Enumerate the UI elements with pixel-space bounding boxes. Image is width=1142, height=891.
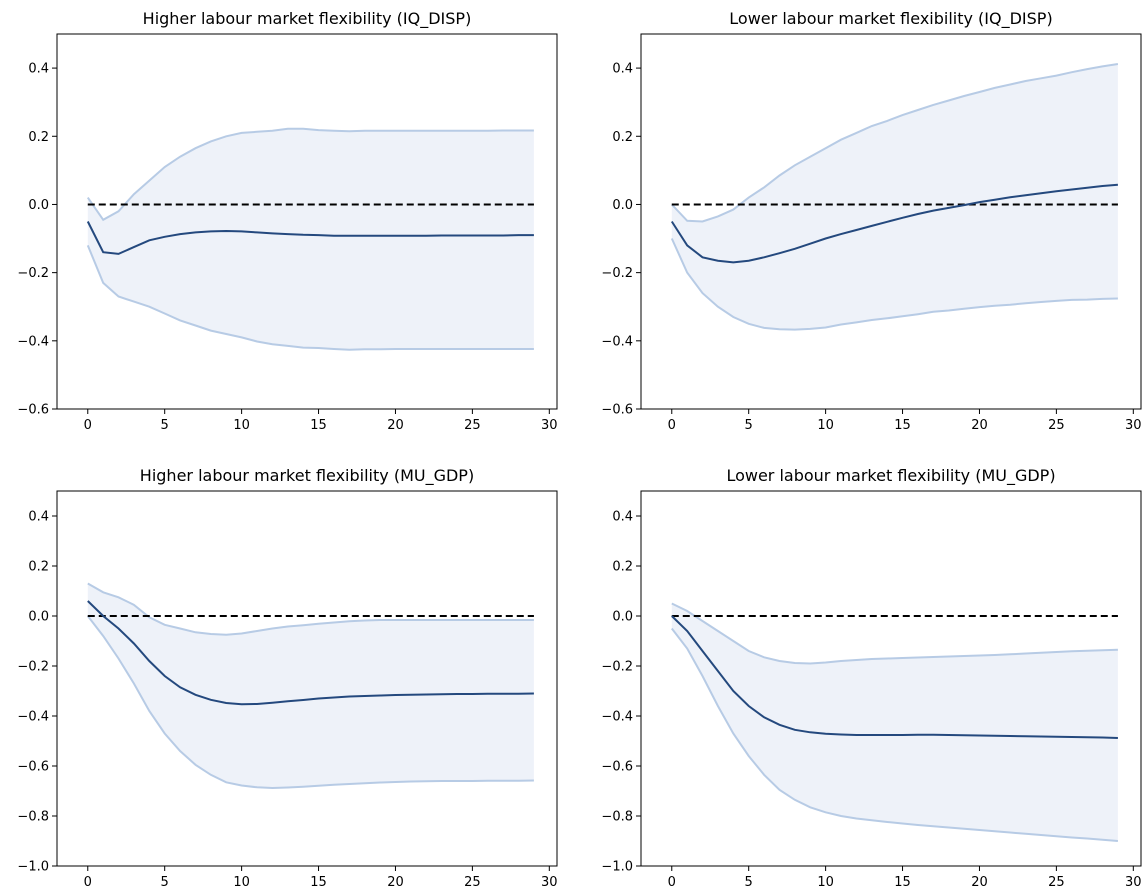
x-tick-label: 0 [84, 875, 92, 890]
x-tick-label: 5 [745, 875, 753, 890]
x-tick-label: 15 [310, 418, 327, 433]
panel-higher-mu-gdp: Higher labour market flexibility (MU_GDP… [17, 466, 557, 890]
confidence-band [671, 64, 1118, 330]
y-tick-label: −0.4 [601, 710, 633, 725]
y-tick-label: 0.4 [28, 510, 49, 525]
y-tick-label: −0.6 [601, 403, 633, 418]
y-tick-label: −0.2 [17, 266, 49, 281]
x-tick-label: 30 [1125, 875, 1142, 890]
y-tick-label: −0.2 [601, 660, 633, 675]
y-tick-label: −1.0 [17, 860, 49, 875]
y-tick-label: −0.4 [601, 334, 633, 349]
y-tick-label: −0.2 [601, 266, 633, 281]
x-tick-label: 25 [1048, 418, 1065, 433]
panel-title: Higher labour market flexibility (MU_GDP… [140, 466, 474, 486]
y-tick-label: −0.2 [17, 660, 49, 675]
axes-frame [56, 490, 558, 867]
x-tick-label: 5 [745, 418, 753, 433]
confidence-band [87, 128, 534, 350]
y-tick-label: 0.2 [28, 560, 49, 575]
x-tick-label: 30 [541, 875, 558, 890]
y-tick-label: 0.4 [28, 62, 49, 77]
x-tick-label: 15 [894, 418, 911, 433]
panel-title: Lower labour market flexibility (MU_GDP) [726, 466, 1055, 486]
y-tick-label: −0.8 [17, 810, 49, 825]
y-tick-label: −0.6 [17, 760, 49, 775]
x-tick-label: 20 [971, 875, 988, 890]
axes-frame [56, 33, 558, 410]
confidence-band [671, 603, 1118, 841]
x-tick-label: 15 [894, 875, 911, 890]
x-tick-label: 0 [84, 418, 92, 433]
y-tick-label: 0.2 [28, 130, 49, 145]
upper-bound-line [671, 602, 1118, 665]
x-tick-label: 0 [668, 875, 676, 890]
panel-lower-iq-disp: Lower labour market flexibility (IQ_DISP… [601, 9, 1141, 433]
lower-bound-line [87, 615, 534, 790]
panel-lower-mu-gdp: Lower labour market flexibility (MU_GDP)… [601, 466, 1141, 890]
y-tick-label: −0.4 [17, 710, 49, 725]
x-tick-label: 30 [1125, 418, 1142, 433]
x-tick-label: 20 [387, 418, 404, 433]
axes-frame [640, 490, 1142, 867]
y-tick-label: −0.4 [17, 334, 49, 349]
x-tick-label: 20 [971, 418, 988, 433]
y-tick-label: 0.0 [612, 610, 633, 625]
x-tick-label: 10 [233, 418, 250, 433]
panel-higher-iq-disp: Higher labour market flexibility (IQ_DIS… [17, 9, 557, 433]
x-tick-label: 5 [161, 418, 169, 433]
x-tick-label: 25 [464, 875, 481, 890]
y-tick-label: −0.6 [17, 403, 49, 418]
x-tick-label: 25 [1048, 875, 1065, 890]
lower-bound-line [671, 627, 1118, 842]
upper-bound-line [671, 63, 1119, 223]
y-tick-label: 0.4 [612, 510, 633, 525]
upper-bound-line [87, 582, 534, 636]
y-tick-label: −1.0 [601, 860, 633, 875]
y-tick-label: −0.6 [601, 760, 633, 775]
x-tick-label: 10 [817, 418, 834, 433]
x-tick-label: 20 [387, 875, 404, 890]
mean-response-line [671, 615, 1118, 739]
y-tick-label: 0.2 [612, 130, 633, 145]
x-tick-label: 0 [668, 418, 676, 433]
axes-frame [640, 33, 1142, 410]
y-tick-label: 0.0 [28, 610, 49, 625]
x-tick-label: 10 [817, 875, 834, 890]
x-tick-label: 25 [464, 418, 481, 433]
y-tick-label: 0.4 [612, 62, 633, 77]
x-tick-label: 15 [310, 875, 327, 890]
mean-response-line [670, 183, 1118, 264]
y-tick-label: 0.0 [612, 198, 633, 213]
x-tick-label: 30 [541, 418, 558, 433]
x-tick-label: 10 [233, 875, 250, 890]
upper-bound-line [86, 127, 534, 222]
y-tick-label: 0.2 [612, 560, 633, 575]
lower-bound-line [86, 245, 534, 351]
y-tick-label: −0.8 [601, 810, 633, 825]
y-tick-label: 0.0 [28, 198, 49, 213]
mean-response-line [86, 221, 534, 255]
mean-response-line [87, 600, 534, 706]
x-tick-label: 5 [161, 875, 169, 890]
panel-title: Higher labour market flexibility (IQ_DIS… [143, 9, 472, 29]
panel-title: Lower labour market flexibility (IQ_DISP… [729, 9, 1052, 29]
confidence-band [87, 583, 534, 788]
lower-bound-line [670, 238, 1118, 331]
